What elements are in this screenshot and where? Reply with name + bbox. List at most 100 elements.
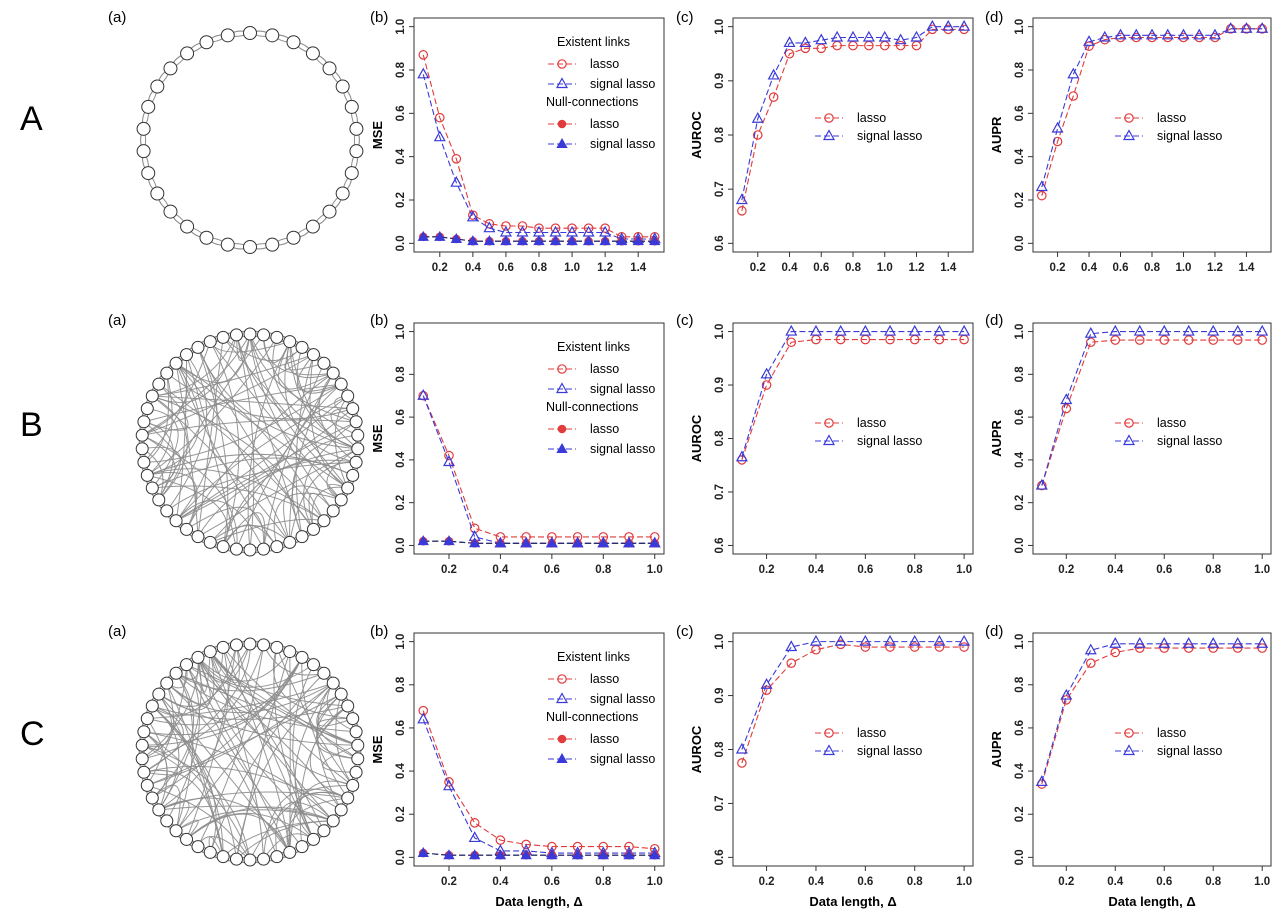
network-edge <box>209 524 291 543</box>
network-node <box>140 712 154 726</box>
network-node <box>341 699 355 713</box>
network-edge <box>292 434 358 537</box>
network-edge <box>166 682 334 714</box>
data-point <box>418 390 429 401</box>
y-tick-label: 0.7 <box>714 795 726 811</box>
data-point <box>894 33 907 45</box>
data-point <box>860 334 871 345</box>
network-node <box>265 28 280 43</box>
network-edge <box>236 383 342 550</box>
network-node <box>334 493 348 507</box>
x-tick-label: 0.4 <box>1107 876 1124 888</box>
data-point <box>649 537 661 548</box>
legend: Existent links lasso signal lasso Null-conn… <box>546 650 655 766</box>
series-line <box>741 331 965 458</box>
network-node <box>257 638 271 652</box>
legend-label: signal lasso <box>590 692 655 706</box>
data-point <box>760 367 773 379</box>
data-point <box>1159 335 1170 345</box>
data-point <box>632 235 644 246</box>
plot-frame <box>732 17 974 253</box>
y-axis-label: MSE <box>370 121 385 150</box>
y-tick-label: 0.8 <box>1014 366 1026 383</box>
data-point <box>1109 637 1122 648</box>
y-tick-label: 0.8 <box>714 430 726 447</box>
y-axis-label: MSE <box>370 735 385 764</box>
legend: Existent links lasso signal lasso Null-conn… <box>546 35 655 151</box>
data-point <box>557 424 567 434</box>
series-lasso <box>1037 335 1267 491</box>
network-edge <box>292 664 314 840</box>
y-tick-label: 0.6 <box>395 720 407 736</box>
data-point <box>556 137 568 148</box>
data-point <box>1067 67 1080 79</box>
network-node <box>135 442 149 456</box>
data-point <box>1060 688 1073 700</box>
network-edge <box>335 693 354 786</box>
network-node <box>137 725 151 739</box>
data-point <box>1051 121 1064 133</box>
network-node <box>180 658 194 672</box>
legend: lasso signal lasso <box>1115 416 1222 448</box>
network-node <box>216 850 230 864</box>
data-point <box>1085 337 1096 348</box>
network-edge <box>147 472 198 530</box>
network-edge <box>151 705 180 811</box>
network-edge <box>249 333 349 489</box>
network-edge <box>284 341 357 463</box>
data-point <box>417 712 430 724</box>
plot-frame <box>1032 322 1272 555</box>
network-node <box>180 219 195 234</box>
y-axis-label: AUPR <box>989 419 1004 456</box>
series-line <box>1041 339 1263 486</box>
data-point <box>1240 22 1253 33</box>
y-tick-label: 0.6 <box>714 235 726 251</box>
network-node <box>136 121 151 136</box>
data-point <box>649 849 661 860</box>
data-point <box>1224 22 1237 33</box>
network-node <box>326 676 340 690</box>
network-edge <box>146 373 173 476</box>
network-edge <box>186 644 237 840</box>
x-tick-label: 0.2 <box>759 876 775 888</box>
series-signal-lasso <box>1035 324 1269 490</box>
legend-label: signal lasso <box>857 434 922 448</box>
network-node <box>203 845 217 859</box>
x-tick-label: 0.8 <box>1205 876 1222 888</box>
network-edge <box>235 333 251 361</box>
network-node <box>140 402 154 416</box>
x-tick-label: 0.2 <box>1050 262 1066 274</box>
network-node <box>341 389 355 403</box>
data-point <box>786 658 797 669</box>
panel-letter: (b) <box>370 623 388 640</box>
x-tick-label: 0.2 <box>441 564 457 576</box>
x-tick-label: 0.4 <box>808 876 825 888</box>
y-tick-label: 1.0 <box>714 19 726 35</box>
network-node <box>152 803 166 817</box>
network-edge <box>158 800 190 832</box>
row-label-C: C <box>20 715 45 753</box>
network-edge <box>289 341 358 450</box>
data-point <box>1208 28 1221 40</box>
network-node <box>199 35 214 50</box>
network-node <box>160 676 174 690</box>
chart-C-b: 0.0 0.2 0.4 0.6 0.8 1.0 0.2 0.4 0.6 0.8 1.0 MSE Data… <box>370 632 665 909</box>
data-point <box>767 68 780 80</box>
series-line <box>741 26 965 201</box>
network-node <box>317 514 331 528</box>
network-edge <box>158 651 215 711</box>
data-point <box>1085 658 1096 669</box>
data-point <box>1231 324 1244 336</box>
y-tick-label: 0.0 <box>395 849 407 865</box>
data-point <box>831 30 844 42</box>
data-point <box>835 334 846 345</box>
y-tick-label: 0.0 <box>1014 537 1026 553</box>
series-line <box>422 710 655 850</box>
data-point <box>616 235 628 246</box>
x-tick-label: 1.0 <box>1254 876 1270 888</box>
network-edge <box>186 813 291 853</box>
data-point <box>1037 480 1047 491</box>
x-tick-label: 1.0 <box>956 876 972 888</box>
network-edge <box>146 718 168 799</box>
y-tick-label: 0.8 <box>714 126 726 143</box>
